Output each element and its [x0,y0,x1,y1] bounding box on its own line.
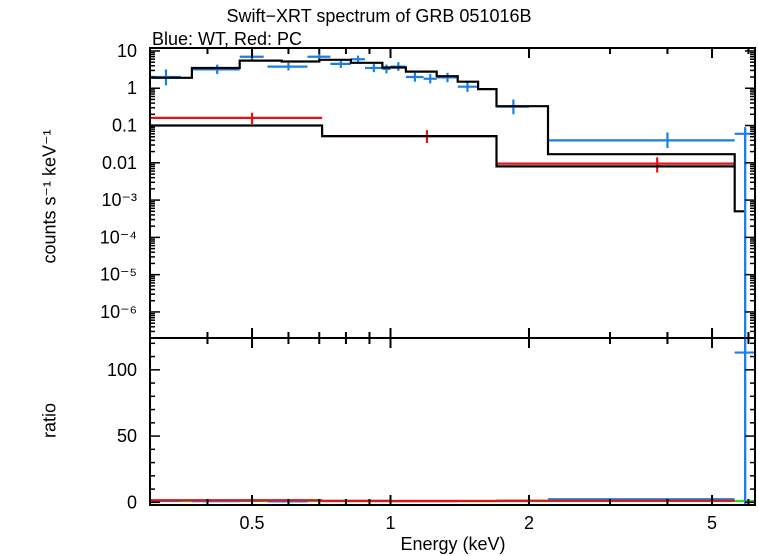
y-tick-label: 1 [127,78,137,98]
y-tick-label: 0 [127,492,137,512]
x-tick-label: 5 [707,513,717,533]
x-tick-label: 1 [386,513,396,533]
y-tick-label: 10⁻⁶ [100,302,137,322]
model-step-line [150,58,745,213]
x-axis-label: Energy (keV) [400,534,506,554]
chart-title: Swift−XRT spectrum of GRB 051016B [226,6,532,26]
spectrum-panel [150,52,755,338]
plot-frames: 0.5 1 2 5 10 1 0.1 0.01 10⁻³ 10⁻⁴ 10⁻⁵ 10⁻⁶ 0 50 100 [100,41,756,533]
ratio-panel [150,338,755,505]
y-tick-label: 0.01 [102,153,137,173]
chart-subtitle: Blue: WT, Red: PC [152,29,303,49]
ratio-frame [149,337,756,506]
x-tick-label: 2 [524,513,534,533]
y-tick-label: 100 [107,360,137,380]
y-tick-label: 10 [117,41,137,61]
y-tick-label: 10⁻³ [101,190,137,210]
y-axis-label-spectrum: counts s⁻¹ keV⁻¹ [39,129,60,264]
model-step-line [150,124,735,168]
y-tick-label: 50 [117,426,137,446]
y-axis-label-ratio: ratio [39,403,60,439]
y-tick-label: 0.1 [112,116,137,136]
x-tick-label: 0.5 [240,513,265,533]
spectrum-frame [149,47,756,339]
y-tick-label: 10⁻⁴ [100,227,137,247]
y-tick-label: 10⁻⁵ [100,265,137,285]
